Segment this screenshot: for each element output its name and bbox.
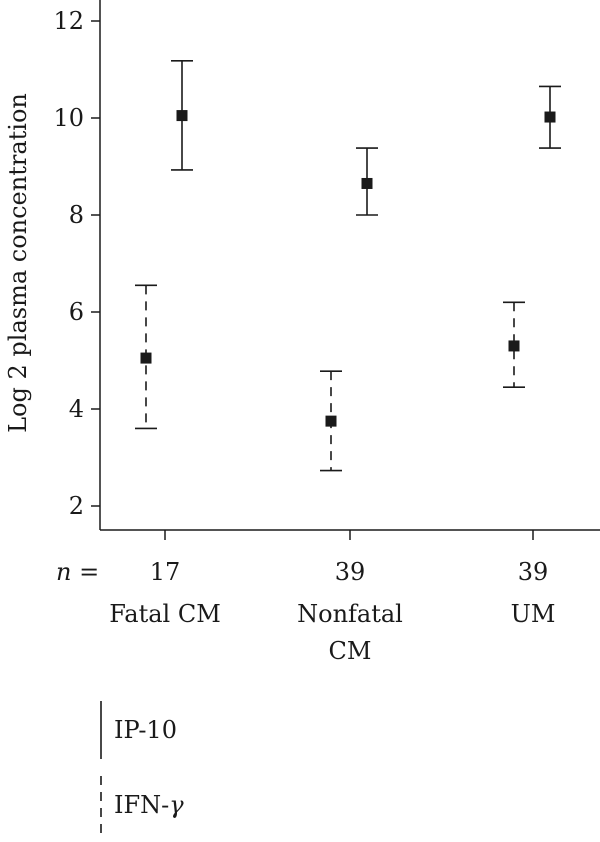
mean-marker	[508, 340, 520, 352]
x-category-label: Fatal CM	[109, 600, 221, 628]
axes: 2 4 6 8 10 12 17 Fatal CM 39 Nonfatal CM 39 UM	[53, 0, 600, 665]
mean-marker	[325, 415, 337, 427]
y-tick-label: 10	[53, 104, 84, 132]
n-label: n =	[56, 558, 99, 586]
mean-marker	[361, 177, 373, 189]
legend-label-symbol: γ	[169, 791, 184, 819]
n-value: 17	[150, 558, 181, 586]
mean-marker	[544, 111, 556, 123]
y-tick-label: 2	[69, 492, 84, 520]
n-value: 39	[335, 558, 366, 586]
legend-label: IP-10	[114, 716, 177, 744]
x-category-label: CM	[329, 637, 372, 665]
legend-label: IFN-γ	[114, 791, 184, 819]
y-tick-label: 8	[69, 201, 84, 229]
y-tick-label: 12	[53, 7, 84, 35]
mean-marker	[176, 110, 188, 122]
x-category-label: Nonfatal	[297, 600, 403, 628]
mean-marker	[140, 352, 152, 364]
y-axis-label: Log 2 plasma concentration	[4, 93, 32, 433]
y-tick-label: 6	[69, 298, 84, 326]
chart-marks	[135, 59, 561, 472]
legend: IP-10 IFN-γ	[100, 701, 184, 834]
n-value: 39	[518, 558, 549, 586]
error-bar	[503, 301, 525, 388]
y-tick-label: 4	[69, 395, 84, 423]
x-category-label: UM	[511, 600, 556, 628]
